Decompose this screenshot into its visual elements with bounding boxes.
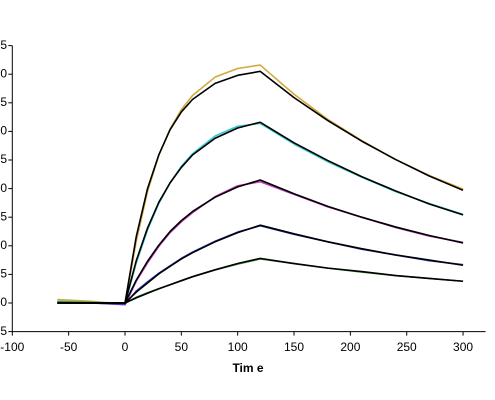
- y-tick-label: 35: [0, 95, 7, 109]
- y-tick-label: -5: [0, 324, 7, 338]
- x-tick-label: -50: [60, 340, 78, 354]
- y-tick-label: 25: [0, 152, 7, 166]
- x-tick-label: 250: [397, 340, 417, 354]
- y-tick-label: 5: [0, 267, 7, 281]
- y-tick-label: 10: [0, 238, 7, 252]
- y-tick-label: 20: [0, 181, 7, 195]
- x-axis-label: Tim e: [232, 361, 263, 375]
- y-tick-label: 30: [0, 124, 7, 138]
- series-line: [57, 179, 464, 304]
- x-tick-label: 50: [175, 340, 189, 354]
- series-line: [57, 258, 464, 304]
- series-line: [57, 122, 464, 305]
- x-tick-label: 200: [340, 340, 360, 354]
- series-line: [57, 121, 464, 304]
- y-tick-label: 0: [0, 295, 7, 309]
- series-line: [57, 257, 464, 304]
- y-tick-label: 15: [0, 209, 7, 223]
- series-line: [57, 70, 464, 304]
- series-line: [57, 64, 464, 306]
- series-line: [57, 180, 464, 306]
- x-tick-label: -100: [0, 340, 24, 354]
- y-tick-label: 40: [0, 66, 7, 80]
- x-tick-label: 150: [284, 340, 304, 354]
- x-tick-label: 300: [453, 340, 473, 354]
- series-line: [57, 224, 464, 304]
- x-tick-label: 0: [122, 340, 129, 354]
- y-tick-label: 45: [0, 38, 7, 52]
- x-tick-label: 100: [228, 340, 248, 354]
- series-line: [57, 224, 464, 305]
